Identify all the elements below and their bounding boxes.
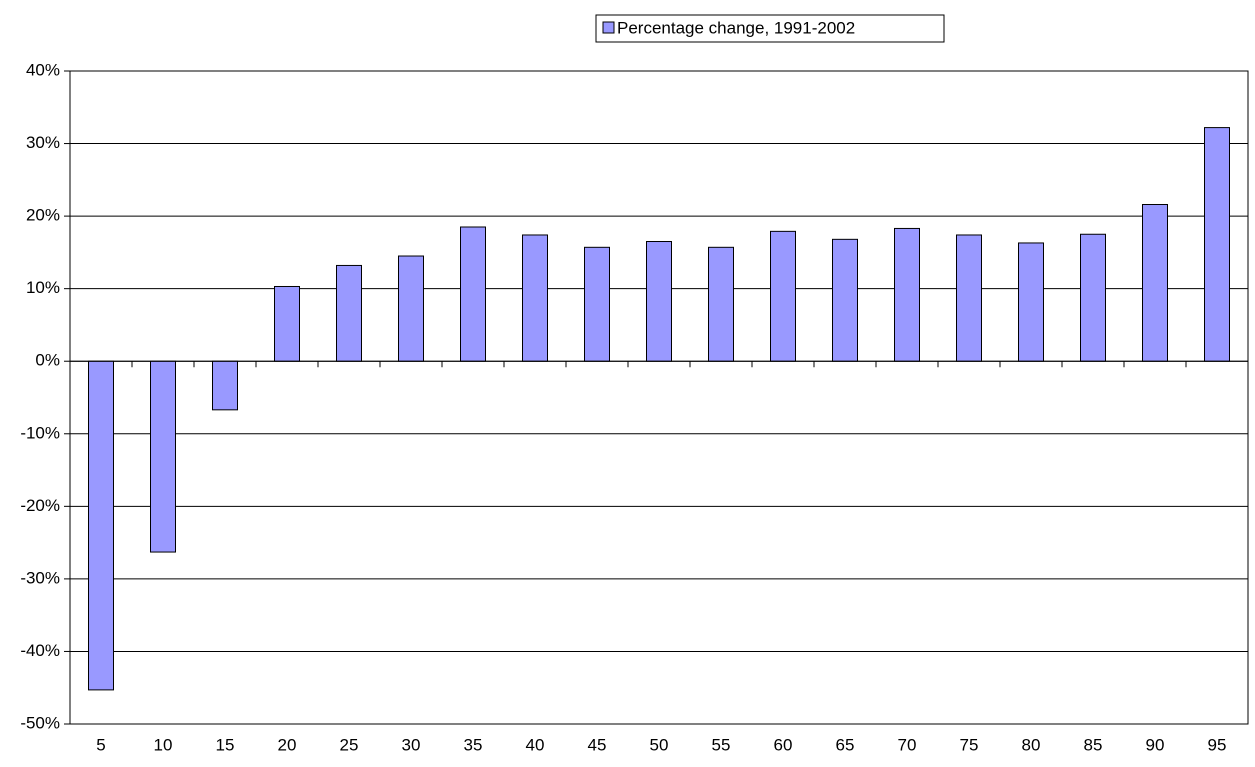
x-tick-label: 90 [1146, 735, 1165, 754]
x-tick-label: 5 [96, 735, 105, 754]
x-tick-label: 70 [898, 735, 917, 754]
y-tick-label: 20% [26, 206, 60, 225]
legend-label: Percentage change, 1991-2002 [617, 18, 855, 37]
x-tick-label: 65 [836, 735, 855, 754]
bar [150, 360, 176, 553]
bar [1080, 233, 1106, 362]
x-tick-label: 35 [464, 735, 483, 754]
bar [212, 360, 238, 411]
x-tick-label: 75 [960, 735, 979, 754]
y-tick-label: 10% [26, 278, 60, 297]
bar [1204, 127, 1230, 362]
x-tick-label: 80 [1022, 735, 1041, 754]
y-tick-label: -40% [20, 641, 60, 660]
x-tick-label: 45 [588, 735, 607, 754]
x-tick-label: 25 [340, 735, 359, 754]
y-tick-label: 40% [26, 60, 60, 79]
bar [956, 234, 982, 362]
y-tick-label: -30% [20, 568, 60, 587]
x-tick-label: 95 [1208, 735, 1227, 754]
bar [274, 285, 300, 362]
x-tick-label: 10 [154, 735, 173, 754]
y-tick-label: -10% [20, 423, 60, 442]
y-tick-label: -50% [20, 713, 60, 732]
bar [336, 264, 362, 362]
legend-swatch [602, 21, 615, 34]
bar [460, 226, 486, 362]
x-tick-label: 30 [402, 735, 421, 754]
x-tick-label: 15 [216, 735, 235, 754]
bar [1142, 204, 1168, 362]
bar [894, 227, 920, 362]
bar [1018, 242, 1044, 362]
x-tick-label: 55 [712, 735, 731, 754]
x-tick-label: 85 [1084, 735, 1103, 754]
bar [770, 230, 796, 362]
legend-box [595, 14, 945, 43]
bar [584, 246, 610, 362]
x-tick-label: 20 [278, 735, 297, 754]
bar [708, 246, 734, 362]
bar [398, 255, 424, 362]
bar [522, 234, 548, 362]
y-tick-label: 0% [35, 351, 60, 370]
x-tick-label: 60 [774, 735, 793, 754]
plot-area [69, 70, 1249, 725]
y-tick-label: -20% [20, 496, 60, 515]
bar [646, 241, 672, 362]
y-tick-label: 30% [26, 133, 60, 152]
x-tick-label: 40 [526, 735, 545, 754]
bar [88, 360, 114, 691]
x-tick-label: 50 [650, 735, 669, 754]
bar [832, 238, 858, 362]
